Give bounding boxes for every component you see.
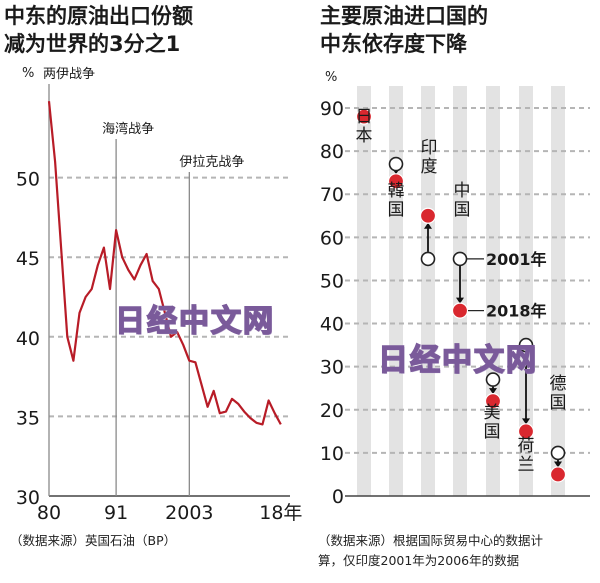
right-y-tick-30: 30 xyxy=(320,357,344,379)
left-y-tick-35: 35 xyxy=(16,407,40,429)
arrow-head-2 xyxy=(424,222,432,229)
right-chart-title: 主要原油进口国的 中东依存度下降 xyxy=(320,2,595,58)
left-x-tick-0: 80 xyxy=(37,502,61,524)
left-x-tick-1: 91 xyxy=(104,502,128,524)
annotation-label-2: 伊拉克战争 xyxy=(179,155,244,170)
right-y-tick-60: 60 xyxy=(320,227,344,249)
left-x-tick-2: 2003 xyxy=(165,502,213,524)
annotation-label-1: 海湾战争 xyxy=(102,121,154,137)
right-y-tick-10: 10 xyxy=(320,443,344,465)
dot-2001-5 xyxy=(518,337,534,353)
dot-2018-4 xyxy=(484,393,502,410)
right-y-tick-90: 90 xyxy=(320,98,344,120)
dot-2018-1 xyxy=(387,173,405,190)
arrow-head-4 xyxy=(489,388,497,395)
right-source-note: （数据来源）根据国际贸易中心的数据计 算，仅印度2001年为2006年的数据 xyxy=(318,531,596,571)
left-title-line-2: 减为世界的3分之1 xyxy=(4,32,181,56)
arrow-head-3 xyxy=(456,297,464,304)
dot-2018-3 xyxy=(451,302,469,319)
annotation-label-0: 两伊战争 xyxy=(43,67,95,82)
left-chart-title: 中东的原油出口份额 减为世界的3分之1 xyxy=(4,2,294,58)
right-y-tick-0: 0 xyxy=(332,486,344,508)
legend-label-2018: 2018年 xyxy=(486,302,547,321)
left-y-tick-40: 40 xyxy=(16,328,40,350)
column-band-0 xyxy=(357,86,371,496)
left-y-tick-30: 30 xyxy=(16,487,40,509)
dot-2018-6 xyxy=(549,466,567,483)
category-label-5: 荷兰 xyxy=(518,436,535,475)
left-x-tick-3: 18年 xyxy=(259,502,302,524)
right-y-tick-50: 50 xyxy=(320,270,344,292)
left-unit-label: % xyxy=(22,66,35,81)
category-label-6: 德国 xyxy=(550,374,567,413)
dot-2001-4 xyxy=(485,372,501,387)
right-y-tick-80: 80 xyxy=(320,141,344,163)
left-y-tick-50: 50 xyxy=(16,169,40,191)
dot-2018-5 xyxy=(517,423,535,440)
category-label-2: 印度 xyxy=(421,138,438,177)
right-source-line-2: 算，仅印度2001年为2006年的数据 xyxy=(318,553,520,568)
right-y-tick-20: 20 xyxy=(320,400,344,422)
middle-east-share-line xyxy=(47,101,282,426)
dot-2001-6 xyxy=(550,445,566,461)
dot-2001-3 xyxy=(452,251,468,267)
column-band-1 xyxy=(389,86,403,496)
category-label-0: 日本 xyxy=(356,107,373,146)
right-source-line-1: （数据来源）根据国际贸易中心的数据计 xyxy=(318,533,544,548)
legend-label-2001: 2001年 xyxy=(486,250,547,269)
column-band-4 xyxy=(486,86,500,496)
right-y-tick-40: 40 xyxy=(320,314,344,336)
right-y-tick-70: 70 xyxy=(320,184,344,206)
right-unit-label: % xyxy=(325,70,338,85)
category-label-4: 美国 xyxy=(484,403,501,442)
dot-2001-2 xyxy=(420,251,436,267)
column-band-5 xyxy=(519,86,533,496)
dot-2018-0 xyxy=(355,108,373,125)
right-title-line-1: 主要原油进口国的 xyxy=(320,4,488,28)
left-title-line-1: 中东的原油出口份额 xyxy=(4,4,193,28)
dot-2018-2 xyxy=(419,207,437,224)
left-y-tick-45: 45 xyxy=(16,248,40,270)
column-band-6 xyxy=(551,86,565,496)
arrow-head-6 xyxy=(554,461,562,468)
category-label-1: 韓国 xyxy=(388,181,405,220)
dot-2001-1 xyxy=(388,156,404,172)
arrow-head-5 xyxy=(522,418,530,425)
left-source-note: （数据来源）英国石油（BP） xyxy=(10,533,177,548)
right-title-line-2: 中东依存度下降 xyxy=(320,32,467,56)
column-band-2 xyxy=(421,86,435,496)
category-label-3: 中国 xyxy=(454,181,471,220)
